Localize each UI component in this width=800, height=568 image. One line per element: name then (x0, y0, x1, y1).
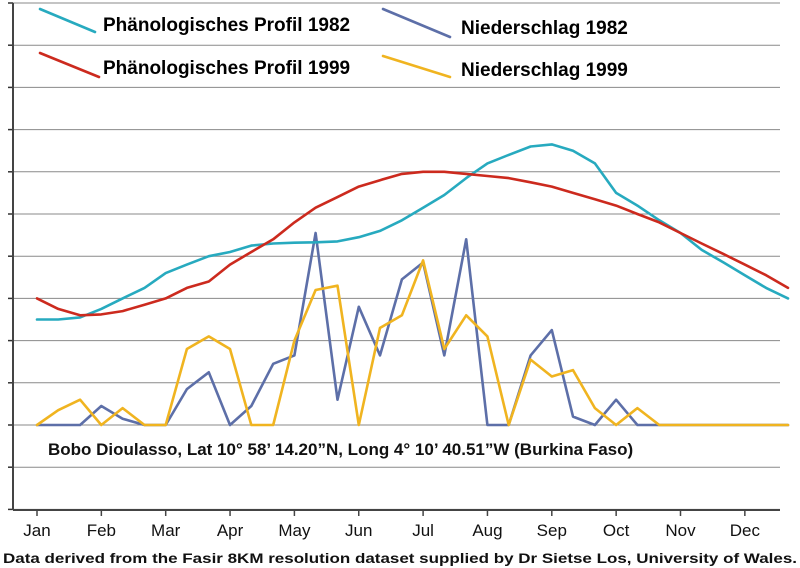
series-line (35, 231, 790, 427)
text-layer: Bobo Dioulasso, Lat 10° 58’ 14.20”N, Lon… (3, 440, 797, 566)
legend-label: Niederschlag 1982 (461, 18, 628, 39)
legend-label: Phänologisches Profil 1982 (103, 15, 350, 36)
location-annotation: Bobo Dioulasso, Lat 10° 58’ 14.20”N, Lon… (48, 440, 633, 459)
series-line (35, 170, 790, 317)
x-tick-label: Feb (87, 521, 116, 540)
x-tick-label: Apr (217, 521, 244, 540)
legend-swatch (381, 7, 452, 39)
x-tick-label: Aug (472, 521, 502, 540)
legend-label: Phänologisches Profil 1999 (103, 58, 350, 79)
series-line (35, 259, 790, 427)
x-tick-label: Sep (537, 521, 567, 540)
x-tick-label: Jun (345, 521, 372, 540)
legend: Phänologisches Profil 1982 Phänologisches… (38, 7, 628, 81)
x-tick-label: Dec (730, 521, 761, 540)
x-tick-label: Jan (23, 521, 50, 540)
x-tick-label: May (278, 521, 311, 540)
axes: Jan Feb Mar Apr May Jun Jul Aug Sep Oct Nov Dec (8, 2, 780, 540)
x-tick-label: Jul (412, 521, 434, 540)
legend-swatch (38, 51, 101, 79)
x-tick-label: Oct (603, 521, 630, 540)
series-lines (35, 143, 790, 427)
legend-swatch (381, 54, 452, 79)
x-tick-label: Mar (151, 521, 181, 540)
x-tick-label: Nov (665, 521, 696, 540)
legend-swatch (38, 7, 97, 34)
series-line (35, 143, 790, 321)
legend-label: Niederschlag 1999 (461, 60, 628, 81)
data-credit: Data derived from the Fasir 8KM resoluti… (3, 551, 797, 566)
